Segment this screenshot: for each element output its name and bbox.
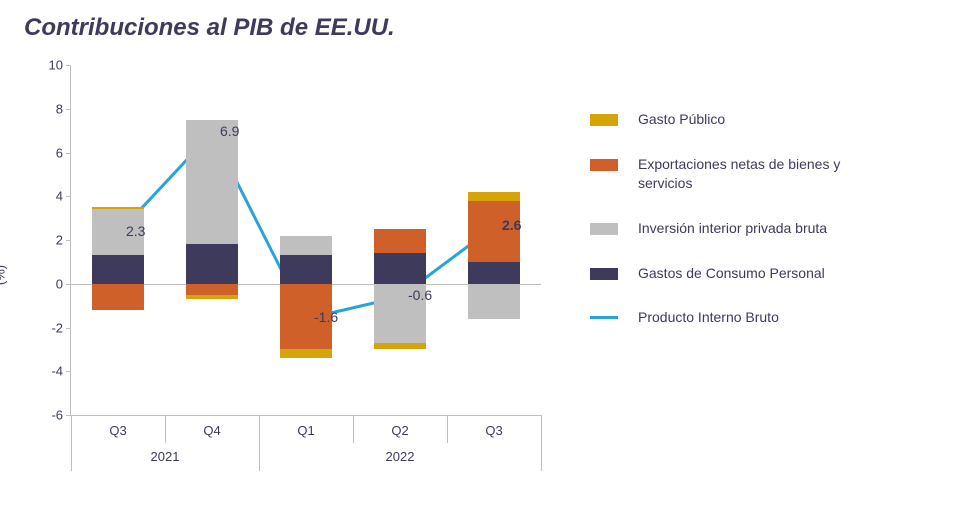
y-tick-label: -4 bbox=[33, 364, 63, 379]
category-separator bbox=[447, 415, 448, 443]
category-separator bbox=[353, 415, 354, 443]
legend-swatch bbox=[590, 223, 618, 235]
bar-segment bbox=[186, 284, 238, 295]
plot-area: -6-4-202468102.36.9-1.6-0.62.6Q3Q4Q1Q2Q3… bbox=[70, 65, 541, 416]
line-data-label: -1.6 bbox=[314, 309, 338, 325]
y-tick-mark bbox=[66, 284, 71, 285]
legend-label: Gastos de Consumo Personal bbox=[638, 264, 825, 283]
y-tick-label: 0 bbox=[33, 276, 63, 291]
y-tick-mark bbox=[66, 371, 71, 372]
y-tick-label: 4 bbox=[33, 189, 63, 204]
x-tick-label: Q3 bbox=[485, 423, 502, 438]
x-tick-label: Q4 bbox=[203, 423, 220, 438]
bar-segment bbox=[92, 207, 144, 209]
legend-item: Producto Interno Bruto bbox=[590, 308, 930, 327]
legend-item: Gasto Público bbox=[590, 110, 930, 129]
bar-segment bbox=[468, 192, 520, 201]
bar-segment bbox=[374, 229, 426, 253]
y-tick-mark bbox=[66, 240, 71, 241]
bar-segment bbox=[468, 284, 520, 319]
line-data-label: 2.6 bbox=[502, 217, 521, 233]
y-tick-mark bbox=[66, 196, 71, 197]
chart-page: Contribuciones al PIB de EE.UU. (%) -6 -4… bbox=[0, 0, 953, 511]
bar-segment bbox=[186, 244, 238, 283]
legend-swatch-line bbox=[590, 316, 618, 319]
legend-item: Inversión interior privada bruta bbox=[590, 219, 930, 238]
legend-label: Producto Interno Bruto bbox=[638, 308, 779, 327]
legend-swatch bbox=[590, 268, 618, 280]
legend-label: Gasto Público bbox=[638, 110, 725, 129]
bar-segment bbox=[468, 262, 520, 284]
y-tick-label: 6 bbox=[33, 145, 63, 160]
y-tick-label: 8 bbox=[33, 101, 63, 116]
x-tick-label: Q3 bbox=[109, 423, 126, 438]
bar-segment bbox=[280, 255, 332, 283]
x-tick-label: Q2 bbox=[391, 423, 408, 438]
category-separator bbox=[165, 415, 166, 443]
line-data-label: 2.3 bbox=[126, 223, 145, 239]
y-axis-label: (%) bbox=[0, 265, 8, 285]
y-tick-mark bbox=[66, 65, 71, 66]
legend-label: Inversión interior privada bruta bbox=[638, 219, 827, 238]
category-separator bbox=[541, 415, 542, 471]
y-tick-label: 10 bbox=[33, 58, 63, 73]
y-tick-mark bbox=[66, 153, 71, 154]
chart-title: Contribuciones al PIB de EE.UU. bbox=[24, 14, 395, 42]
y-tick-label: 2 bbox=[33, 233, 63, 248]
legend-swatch bbox=[590, 159, 618, 171]
y-tick-label: -6 bbox=[33, 408, 63, 423]
line-data-label: -0.6 bbox=[408, 287, 432, 303]
chart-area: (%) -6-4-202468102.36.9-1.6-0.62.6Q3Q4Q1… bbox=[10, 60, 570, 490]
line-data-label: 6.9 bbox=[220, 123, 239, 139]
y-tick-mark bbox=[66, 109, 71, 110]
bar-segment bbox=[92, 284, 144, 310]
bar-segment bbox=[92, 255, 144, 283]
legend: Gasto Público Exportaciones netas de bien… bbox=[590, 110, 930, 353]
x-tick-label: Q1 bbox=[297, 423, 314, 438]
year-group-label: 2021 bbox=[151, 449, 180, 464]
year-group-label: 2022 bbox=[386, 449, 415, 464]
y-tick-mark bbox=[66, 328, 71, 329]
legend-item: Gastos de Consumo Personal bbox=[590, 264, 930, 283]
bar-segment bbox=[374, 253, 426, 284]
category-separator bbox=[71, 415, 72, 471]
legend-item: Exportaciones netas de bienes y servicio… bbox=[590, 155, 930, 193]
bar-segment bbox=[280, 236, 332, 256]
category-separator bbox=[259, 415, 260, 471]
legend-swatch bbox=[590, 114, 618, 126]
y-tick-label: -2 bbox=[33, 320, 63, 335]
bar-segment bbox=[186, 295, 238, 299]
legend-label: Exportaciones netas de bienes y servicio… bbox=[638, 155, 878, 193]
bar-segment bbox=[280, 349, 332, 358]
bar-segment bbox=[374, 343, 426, 350]
